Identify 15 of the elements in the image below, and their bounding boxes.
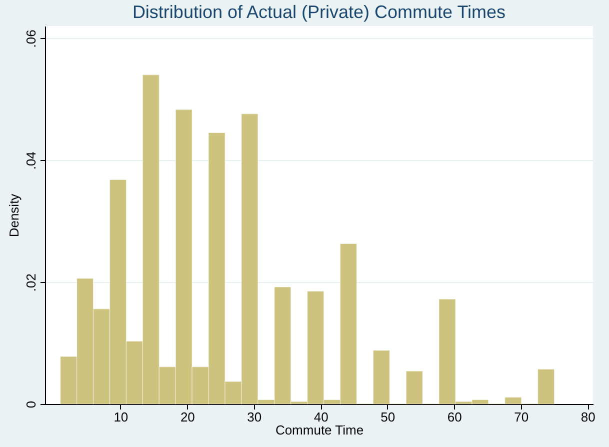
x-tick-label: 50 [380, 410, 396, 424]
x-tick-label: 20 [180, 410, 195, 424]
x-tick-label: 40 [314, 410, 328, 424]
x-tick-label: 60 [447, 410, 462, 424]
x-tick-label: 10 [114, 410, 128, 424]
x-tick-label: 70 [514, 410, 529, 424]
y-tick-label: 0 [24, 400, 38, 408]
y-tick-label: .02 [24, 274, 38, 292]
x-axis-title: Commute Time [275, 422, 364, 438]
y-tick-label: .04 [24, 152, 38, 170]
y-axis-title: Density [6, 193, 22, 238]
chart-title: Distribution of Actual (Private) Commute Times [132, 2, 506, 22]
x-tick-label: 30 [247, 410, 262, 424]
y-tick-label: .06 [24, 30, 38, 48]
x-tick-label: 80 [580, 410, 596, 424]
